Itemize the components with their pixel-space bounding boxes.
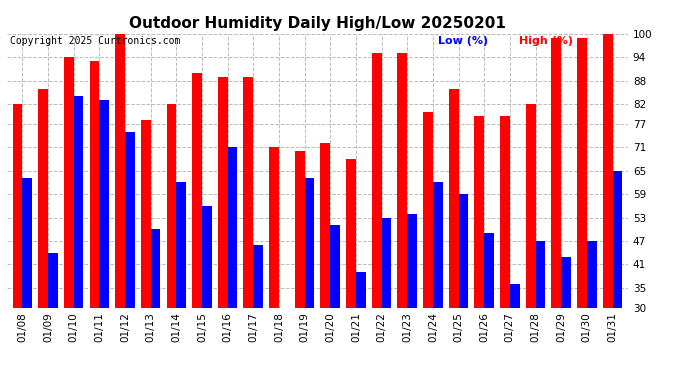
Bar — [228, 147, 237, 308]
Bar — [193, 73, 202, 308]
Bar — [397, 53, 407, 307]
Bar — [475, 116, 484, 308]
Bar — [90, 61, 99, 308]
Bar — [586, 241, 597, 308]
Bar — [320, 143, 331, 308]
Bar — [356, 272, 366, 308]
Bar — [613, 171, 622, 308]
Title: Outdoor Humidity Daily High/Low 20250201: Outdoor Humidity Daily High/Low 20250201 — [129, 16, 506, 31]
Bar — [407, 214, 417, 308]
Bar — [346, 159, 356, 308]
Bar — [551, 38, 561, 308]
Bar — [526, 104, 535, 308]
Bar — [295, 151, 304, 308]
Bar — [12, 104, 22, 308]
Bar — [510, 284, 520, 308]
Bar — [603, 34, 613, 308]
Bar — [125, 132, 135, 308]
Bar — [99, 100, 109, 308]
Bar — [484, 233, 494, 308]
Bar — [202, 206, 212, 308]
Bar — [244, 77, 253, 308]
Bar — [22, 178, 32, 308]
Text: Low (%): Low (%) — [439, 36, 489, 46]
Bar — [423, 112, 433, 308]
Text: High (%): High (%) — [519, 36, 573, 46]
Bar — [372, 53, 382, 307]
Text: Copyright 2025 Curtronics.com: Copyright 2025 Curtronics.com — [10, 36, 180, 46]
Bar — [253, 245, 263, 308]
Bar — [448, 88, 459, 308]
Bar — [48, 253, 58, 308]
Bar — [166, 104, 176, 308]
Bar — [64, 57, 74, 308]
Bar — [577, 38, 586, 308]
Bar — [150, 229, 160, 308]
Bar — [331, 225, 340, 308]
Bar — [459, 194, 469, 308]
Bar — [382, 217, 391, 308]
Bar — [535, 241, 545, 308]
Bar — [500, 116, 510, 308]
Bar — [269, 147, 279, 308]
Bar — [561, 256, 571, 307]
Bar — [141, 120, 150, 308]
Bar — [74, 96, 83, 308]
Bar — [38, 88, 48, 308]
Bar — [218, 77, 228, 308]
Bar — [304, 178, 315, 308]
Bar — [433, 182, 442, 308]
Bar — [115, 34, 125, 308]
Bar — [176, 182, 186, 308]
